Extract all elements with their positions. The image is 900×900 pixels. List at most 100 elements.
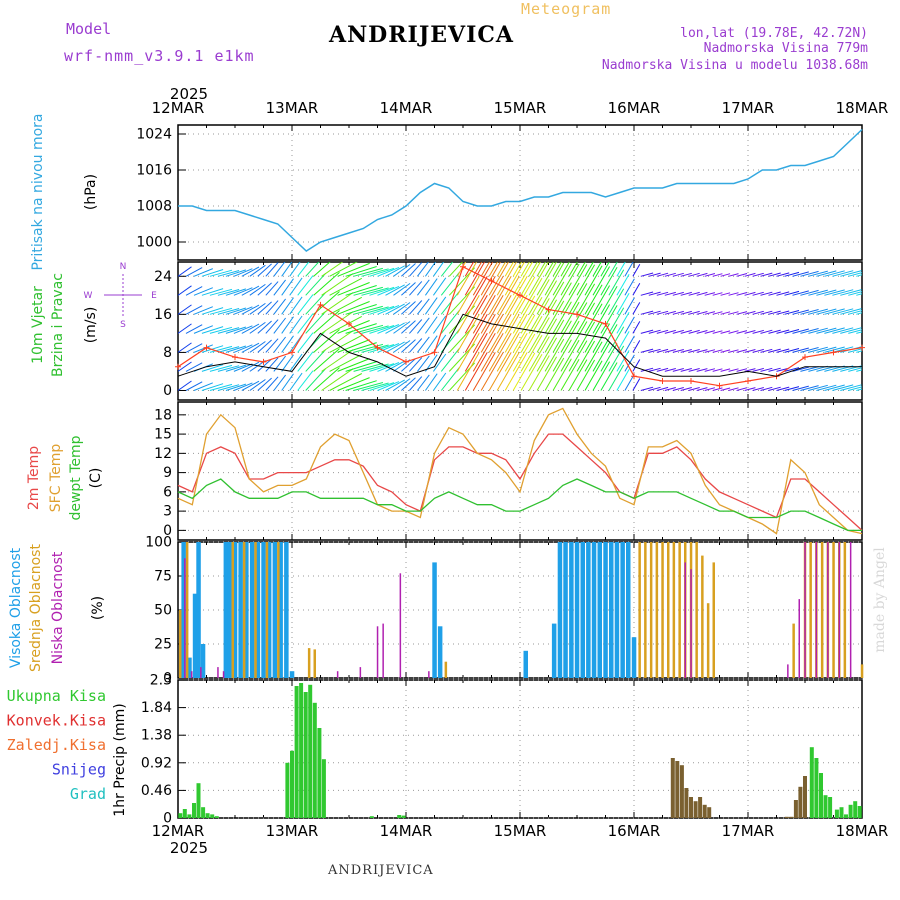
wind-arrow (504, 262, 526, 296)
wind-arrow (608, 307, 625, 334)
wind-arrow (736, 311, 748, 315)
wind-gust-marker (802, 354, 808, 361)
wind-arrow (672, 349, 684, 353)
y-tick-label: 100 (145, 535, 172, 551)
wind-arrow (592, 342, 611, 372)
wind-arrow (273, 279, 286, 296)
wind-arrow (776, 310, 790, 315)
high-cloud-bar (597, 542, 602, 678)
high-cloud-bar (563, 542, 568, 678)
wind-arrow (776, 348, 790, 353)
x-tick-label-bottom: 14MAR (380, 822, 433, 840)
wind-arrow (680, 368, 692, 372)
x-tick-label-top: 18MAR (836, 99, 889, 117)
wind-arrow (632, 359, 641, 372)
wind-arrow (504, 275, 528, 315)
low-cloud-bar (690, 569, 692, 678)
wind-arrow (448, 262, 464, 277)
wind-arrow (720, 273, 731, 277)
wind-arrow (440, 310, 460, 334)
wind-arrow (321, 262, 344, 277)
high-cloud-bar (278, 542, 283, 678)
wind-arrow (472, 295, 496, 334)
wind-arrow (576, 264, 596, 296)
low-cloud-bar (428, 671, 430, 678)
wind-arrow (401, 358, 416, 372)
wind-arrow (257, 358, 272, 372)
wind-arrow (600, 324, 618, 353)
wind-arrow (784, 348, 800, 353)
wind-axis-label-2: Brzina i Pravac (50, 273, 66, 377)
wind-arrow (520, 262, 530, 277)
wind-arrow (337, 301, 370, 315)
wind-arrow (233, 268, 253, 277)
wind-arrow (640, 348, 654, 353)
wind-arrow (664, 387, 676, 391)
wind-arrow (464, 333, 488, 372)
wind-arrow (856, 274, 862, 277)
mid-cloud-bar (307, 648, 311, 678)
wind-arrow (488, 262, 510, 296)
total-precip-bar (814, 758, 819, 818)
wind-arrow (704, 311, 716, 315)
wind-arrow (768, 348, 781, 353)
wind-arrow (337, 339, 370, 353)
total-precip-bar (819, 773, 823, 818)
wind-arrow (241, 285, 260, 296)
y-tick-label: 2.3 (150, 673, 172, 689)
wind-arrow (440, 272, 460, 296)
wind-arrow (632, 302, 641, 315)
wind-arrow (417, 336, 430, 353)
wind-arrow (217, 289, 240, 296)
wind-gust-marker (346, 320, 352, 327)
wind-arrow (728, 292, 739, 296)
wind-arrow (856, 331, 862, 334)
wind-arrow (728, 349, 739, 353)
wind-arrow (752, 291, 764, 296)
wind-arrow (409, 319, 423, 334)
wind-arrow (520, 277, 543, 315)
mid-cloud-bar (843, 542, 847, 678)
low-cloud-bar (336, 671, 339, 678)
wind-arrow (273, 262, 286, 277)
model-name: wrf-nmm_v3.9.1 e1km (64, 47, 255, 65)
wind-arrow (656, 348, 669, 353)
high-cloud-bar (631, 637, 637, 678)
wind-arrow (409, 300, 423, 315)
wind-arrow (409, 281, 423, 296)
wind-arrow (808, 270, 828, 277)
high-cloud-bar (261, 542, 266, 678)
wind-arrow (193, 382, 213, 391)
wind-arrow (552, 301, 572, 334)
wind-arrow (393, 321, 411, 334)
wind-arrow (329, 277, 363, 296)
wind-arrow (480, 352, 504, 391)
wind-arrow (178, 323, 192, 334)
wind-arrow (241, 380, 260, 391)
wind-arrow (528, 262, 549, 296)
wind-arrow (440, 291, 460, 315)
y-tick-label: 1.84 (141, 700, 172, 716)
wind-arrow (440, 367, 460, 391)
wind-arrow (488, 262, 499, 277)
wind-arrow (424, 297, 438, 315)
wind-arrow (816, 327, 837, 334)
low-cloud-bar (217, 667, 219, 678)
wind-arrow (456, 314, 480, 353)
wind-arrow (424, 262, 437, 277)
wind-arrow (265, 338, 279, 353)
conv-precip-bar (679, 765, 684, 818)
wind-arrow (417, 279, 430, 296)
wind-arrow (592, 361, 611, 391)
wind-arrow (480, 262, 491, 277)
wind-arrow (840, 308, 862, 315)
wind-arrow (688, 368, 700, 372)
total-precip-bar (294, 686, 299, 818)
y-tick-label: 12 (154, 446, 172, 462)
x-tick-label-top: 13MAR (266, 99, 319, 117)
dewpt-line (177, 478, 862, 532)
mid-cloud-bar (242, 542, 246, 678)
wind-arrow (417, 317, 430, 334)
high-cloud-bar (238, 542, 243, 678)
wind-gust-marker (289, 349, 295, 356)
